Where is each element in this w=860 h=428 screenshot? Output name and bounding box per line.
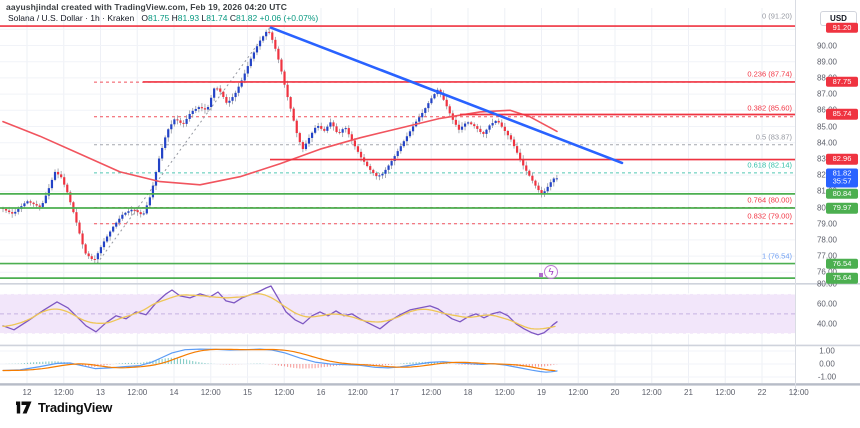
time-tick: 12:00 xyxy=(200,388,221,397)
price-line-label: 80.84 xyxy=(826,188,858,200)
macd-tick: 0.00 xyxy=(819,359,835,369)
fib-label: 0.764 (80.00) xyxy=(747,195,792,204)
time-tick: 15 xyxy=(243,388,252,397)
rsi-tick: 40.00 xyxy=(816,319,838,329)
low-label: L xyxy=(201,13,207,23)
exchange-label: Kraken xyxy=(107,13,135,23)
fib-label: 0 (91.20) xyxy=(761,11,792,21)
tradingview-logo[interactable]: TradingView xyxy=(16,400,112,415)
open-value: 81.75 xyxy=(148,13,170,23)
open-label: O xyxy=(141,13,148,23)
fib-label: 1 (76.54) xyxy=(761,251,792,261)
candlestick-series[interactable] xyxy=(1,27,558,264)
price-line-label: 76.54 xyxy=(826,258,858,269)
price-line-label: 87.75 xyxy=(826,76,858,88)
time-tick: 12:00 xyxy=(788,388,809,397)
time-tick: 13 xyxy=(96,388,105,397)
time-tick: 12:00 xyxy=(715,388,736,397)
time-tick: 12:00 xyxy=(494,388,515,397)
time-tick: 16 xyxy=(316,388,326,397)
downtrend-line[interactable] xyxy=(269,26,624,165)
tradingview-mark-icon xyxy=(16,401,32,414)
symbol-name: Solana / U.S. Dollar xyxy=(8,13,83,23)
fib-label: 0.5 (83.87) xyxy=(755,132,792,142)
time-tick: 12:00 xyxy=(641,388,662,397)
ma-line[interactable] xyxy=(2,109,558,186)
rsi-band xyxy=(0,293,795,335)
fib-label: 0.236 (87.74) xyxy=(747,69,792,79)
flash-icon[interactable]: ϟ xyxy=(544,265,558,279)
tradingview-logo-text: TradingView xyxy=(38,400,113,415)
rsi-tick: 80.00 xyxy=(816,279,838,289)
rsi-indicator[interactable] xyxy=(2,285,558,336)
macd-tick: -1.00 xyxy=(817,372,837,382)
fib-label: 0.832 (79.00) xyxy=(747,211,792,221)
price-tick: 85.00 xyxy=(816,122,838,131)
time-tick: 12:00 xyxy=(347,388,368,397)
interval-label: 1h xyxy=(90,13,100,23)
price-line-label: 81.82 35:57 xyxy=(826,168,858,188)
high-label: H xyxy=(171,13,178,23)
close-label: C xyxy=(229,13,236,23)
rsi-tick: 60.00 xyxy=(816,299,838,309)
time-tick: 19 xyxy=(537,388,546,397)
price-tick: 84.00 xyxy=(816,138,838,148)
time-tick: 12:00 xyxy=(421,388,442,397)
time-tick: 12:00 xyxy=(127,388,148,397)
time-tick: 21 xyxy=(684,388,693,397)
price-tick: 76.00 xyxy=(797,268,857,277)
price-tick: 77.00 xyxy=(816,251,838,261)
price-line-label: 75.64 xyxy=(826,272,858,284)
credit-line: aayushjindal created with TradingView.co… xyxy=(6,2,287,12)
change-value: +0.06 (+0.07%) xyxy=(259,13,319,23)
price-line-label: 79.97 xyxy=(826,202,858,214)
pane-separators[interactable] xyxy=(0,0,860,396)
fib-label: 0.618 (82.14) xyxy=(747,160,792,169)
price-tick: 90.00 xyxy=(816,41,838,50)
time-tick: 20 xyxy=(610,388,620,397)
time-tick: 12:00 xyxy=(274,388,295,397)
time-tick: 14 xyxy=(169,388,179,397)
low-value: 81.74 xyxy=(206,13,228,23)
flash-dot-icon xyxy=(539,273,543,277)
price-tick: 78.00 xyxy=(816,235,838,245)
time-tick: 12 xyxy=(22,388,32,397)
price-tick: 87.00 xyxy=(816,89,838,99)
time-tick: 18 xyxy=(463,388,473,397)
time-tick: 12:00 xyxy=(53,388,74,397)
symbol-legend[interactable]: Solana / U.S. Dollar · 1h · Kraken O81.7… xyxy=(8,13,319,23)
time-tick: 12:00 xyxy=(568,388,589,397)
price-line-label: 85.74 xyxy=(826,109,858,120)
macd-tick: 1.00 xyxy=(819,346,835,356)
fib-label: 0.382 (85.60) xyxy=(747,103,792,113)
time-tick: 22 xyxy=(757,388,767,397)
price-line-label: 82.96 xyxy=(826,154,858,165)
high-value: 81.93 xyxy=(177,13,200,23)
horizontal-lines[interactable] xyxy=(0,25,795,279)
close-value: 81.82 xyxy=(235,13,258,23)
price-tick: 89.00 xyxy=(816,57,838,67)
macd-indicator[interactable] xyxy=(2,348,558,373)
price-line-label: 91.20 xyxy=(826,22,858,33)
price-tick: 79.00 xyxy=(816,219,838,229)
time-tick: 17 xyxy=(390,388,399,397)
